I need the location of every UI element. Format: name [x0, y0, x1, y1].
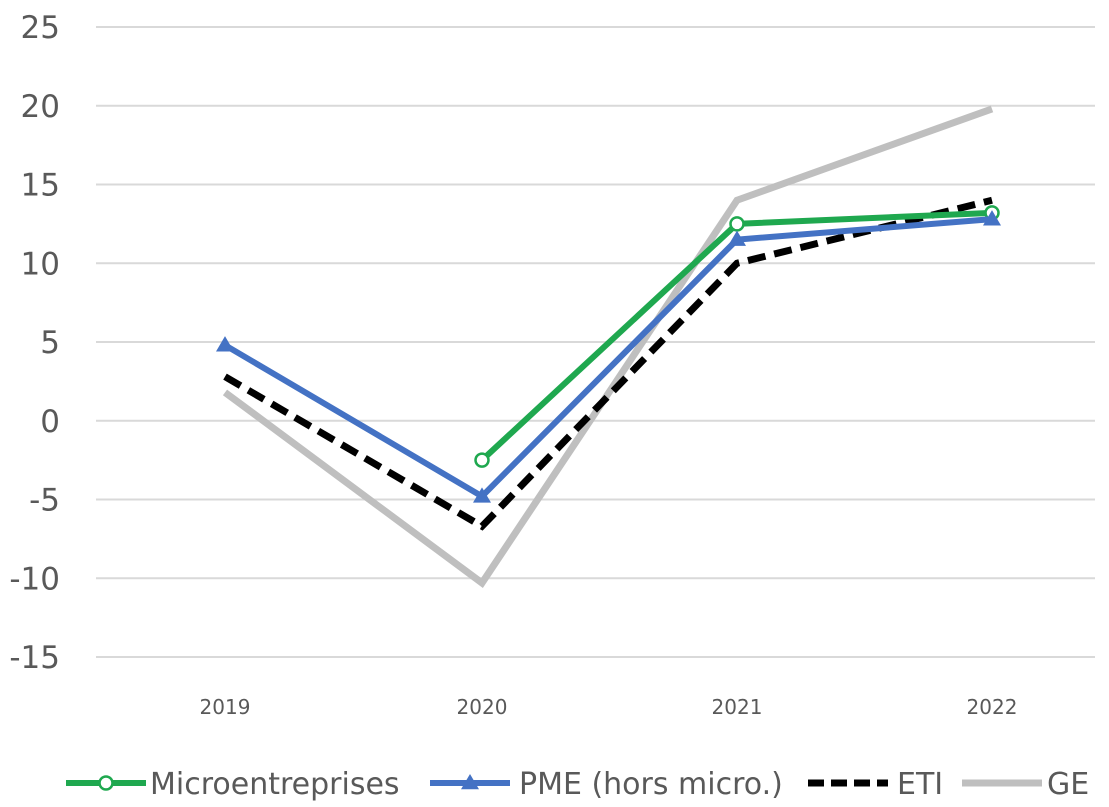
series-line — [223, 216, 993, 501]
y-tick-label: -5 — [29, 483, 60, 519]
y-tick-label: 20 — [21, 89, 60, 125]
x-tick-label: 2019 — [200, 695, 251, 719]
y-tick-label: -10 — [9, 561, 60, 597]
legend-label: Microentreprises — [150, 767, 400, 802]
data-point — [729, 216, 745, 232]
legend-label: ETI — [897, 767, 943, 802]
legend: Microentreprises PME (hors micro.) ETI GE — [66, 767, 1089, 802]
x-tick-label: 2020 — [457, 695, 508, 719]
y-tick-label: 10 — [21, 246, 60, 282]
data-point — [474, 452, 490, 468]
legend-label: GE — [1047, 767, 1089, 802]
series-ge — [222, 105, 994, 588]
y-tick-label: 25 — [21, 10, 60, 46]
data-point — [473, 487, 491, 503]
x-axis: 2019 2020 2021 2022 — [200, 695, 1018, 719]
legend-item-microentreprises: Microentreprises — [66, 767, 400, 802]
series-pme-hors-micro — [216, 210, 1001, 503]
y-axis: 25 20 15 10 5 0 -5 -10 -15 — [9, 10, 60, 676]
legend-marker — [461, 774, 479, 790]
x-tick-label: 2021 — [712, 695, 763, 719]
data-point — [728, 230, 746, 246]
series-line — [222, 105, 994, 588]
legend-item-ge: GE — [962, 767, 1089, 802]
legend-label: PME (hors micro.) — [519, 767, 783, 802]
gridlines — [96, 26, 1095, 658]
data-point — [983, 210, 1001, 226]
y-tick-label: 0 — [40, 404, 60, 440]
data-point — [216, 336, 234, 352]
series-microentreprises — [474, 205, 1000, 468]
y-tick-label: -15 — [9, 640, 60, 676]
legend-item-eti: ETI — [808, 767, 943, 802]
legend-item-pme-hors-micro: PME (hors micro.) — [430, 767, 783, 802]
y-tick-label: 15 — [21, 168, 60, 204]
series-lines — [216, 105, 1001, 588]
legend-marker — [98, 775, 114, 791]
y-tick-label: 5 — [40, 325, 60, 361]
x-tick-label: 2022 — [967, 695, 1018, 719]
